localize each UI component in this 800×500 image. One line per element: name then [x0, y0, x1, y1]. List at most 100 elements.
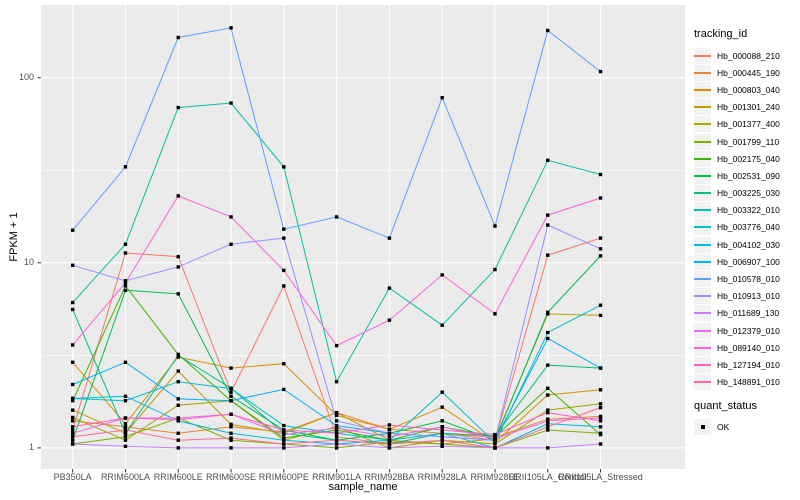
y-tick-label: 100: [18, 72, 34, 83]
data-point: [493, 440, 497, 445]
data-point: [123, 434, 128, 439]
data-point: [176, 194, 180, 198]
legend-key-line-icon: [694, 236, 711, 253]
x-tick-label: RRIM928LA: [417, 472, 467, 482]
legend-color-line: [694, 381, 711, 384]
data-point: [70, 228, 75, 232]
legend-entry-label: Hb_012379_010: [717, 325, 780, 336]
data-point: [123, 279, 128, 283]
quant-status-legend: quant_status OK: [694, 400, 798, 436]
data-point: [493, 312, 497, 316]
data-point: [440, 438, 444, 442]
data-point: [598, 196, 603, 200]
data-point: [493, 446, 497, 450]
data-point: [70, 360, 75, 365]
data-point: [70, 263, 75, 267]
data-point: [229, 215, 233, 219]
legend-color-line: [694, 226, 711, 229]
data-point: [546, 428, 550, 432]
data-point: [546, 410, 550, 415]
legend-color-line: [694, 54, 711, 57]
data-point: [598, 303, 603, 307]
data-point: [598, 69, 603, 74]
data-point: [546, 336, 550, 341]
x-tick-label: RRIM928BA: [364, 472, 415, 482]
legend-entry-label: Hb_010578_010: [717, 274, 780, 285]
data-point: [70, 415, 75, 420]
data-point: [123, 425, 128, 429]
x-tick-label: RRIM600LE: [153, 472, 203, 482]
data-point: [334, 446, 339, 450]
data-point: [440, 431, 444, 435]
legend-entry: Hb_148891_010: [694, 374, 798, 391]
data-point: [387, 446, 392, 450]
legend-color-line: [694, 260, 711, 263]
data-point: [176, 379, 180, 384]
legend-entry-label: Hb_002531_090: [717, 170, 780, 181]
data-point: [440, 405, 444, 409]
data-point: [440, 434, 444, 439]
data-point: [598, 247, 603, 251]
legend-entry-label: Hb_000803_040: [717, 84, 780, 95]
data-point: [70, 419, 75, 423]
data-point: [229, 101, 233, 105]
legend-key-line-icon: [694, 288, 711, 305]
legend-key-line-icon: [694, 271, 711, 288]
ok-square-point-icon: [694, 419, 711, 436]
data-point: [387, 318, 392, 322]
legend-entry-label: Hb_001799_110: [717, 136, 780, 147]
legend-color-line: [694, 295, 711, 298]
data-point: [282, 227, 286, 231]
data-point: [176, 254, 180, 259]
legend-color-line: [694, 329, 711, 332]
legend: tracking_id Hb_000088_210 Hb_000445_190 Hb…: [694, 28, 798, 436]
data-point: [229, 242, 233, 246]
data-point: [334, 442, 339, 446]
data-point: [546, 408, 550, 412]
quant-status-label: OK: [717, 422, 730, 433]
data-point: [282, 442, 286, 446]
data-point: [229, 425, 233, 429]
data-point: [598, 425, 603, 429]
legend-color-line: [694, 243, 711, 246]
data-point: [229, 390, 233, 394]
legend-entry-label: Hb_003225_030: [717, 188, 780, 199]
data-point: [123, 284, 128, 288]
data-point: [546, 386, 550, 390]
data-point: [176, 403, 180, 407]
legend-color-line: [694, 363, 711, 366]
legend-key-line-icon: [694, 253, 711, 270]
data-point: [440, 323, 444, 327]
data-point: [229, 431, 233, 435]
legend-entry-label: Hb_000088_210: [717, 50, 780, 61]
legend-entry: Hb_012379_010: [694, 322, 798, 339]
legend-color-line: [694, 209, 711, 212]
data-point: [70, 442, 75, 446]
legend-key-line-icon: [694, 99, 711, 116]
legend-color-line: [694, 157, 711, 160]
data-point: [123, 431, 128, 435]
data-point: [282, 387, 286, 392]
data-point: [387, 442, 392, 446]
legend-entry: Hb_010578_010: [694, 270, 798, 288]
data-point: [229, 438, 233, 442]
legend-entry: Hb_002175_040: [694, 150, 798, 167]
legend-key-line-icon: [694, 133, 711, 150]
data-point: [282, 362, 286, 366]
data-point: [70, 431, 75, 435]
data-point: [334, 423, 339, 428]
x-tick-label: RRII105LA_Control: [508, 472, 587, 482]
data-point: [387, 236, 392, 240]
data-point: [123, 398, 128, 403]
data-point: [546, 417, 550, 421]
legend-key-line-icon: [694, 150, 711, 167]
data-point: [546, 425, 550, 429]
legend-entry: Hb_001799_110: [694, 133, 798, 150]
data-point: [440, 425, 444, 429]
data-point: [440, 428, 444, 432]
data-point: [334, 428, 339, 432]
data-point: [70, 300, 75, 305]
data-point: [282, 432, 286, 437]
data-point: [598, 419, 603, 423]
data-point: [334, 434, 339, 439]
